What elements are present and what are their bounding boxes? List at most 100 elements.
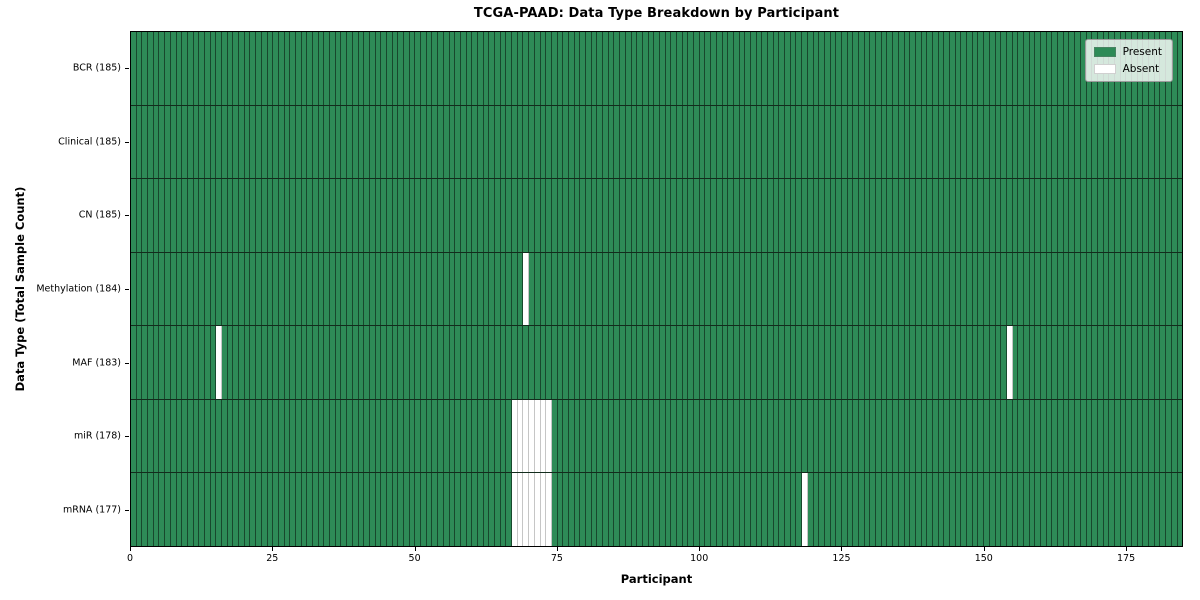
heatmap-cell-present (295, 326, 302, 399)
heatmap-cell-present (1109, 179, 1115, 252)
heatmap-cell-present (324, 473, 331, 547)
heatmap-cell-present (898, 32, 905, 105)
heatmap-cell-present (165, 473, 171, 547)
heatmap-cell-present (273, 105, 279, 179)
heatmap-cell-present (341, 32, 348, 105)
heatmap-cell-present (318, 399, 325, 473)
heatmap-cell-present (1114, 179, 1121, 252)
y-tick-mark (125, 436, 129, 438)
heatmap-cell-present (978, 32, 985, 105)
heatmap-cell-present (586, 252, 592, 326)
heatmap-cell-present (324, 326, 331, 399)
heatmap-cell-present (733, 32, 740, 105)
heatmap-cell-present (313, 179, 319, 252)
heatmap-cell-present (187, 179, 194, 252)
heatmap-cell-present (989, 32, 996, 105)
heatmap-cell-present (438, 179, 444, 252)
heatmap-cell-present (944, 326, 950, 399)
heatmap-cell-present (944, 473, 950, 547)
heatmap-cell-present (438, 326, 444, 399)
heatmap-cell-present (893, 399, 899, 473)
heatmap-cell-present (187, 252, 194, 326)
heatmap-cell-present (637, 179, 643, 252)
heatmap-cell-present (495, 326, 501, 399)
heatmap-cell-present (295, 32, 302, 105)
heatmap-cell-present (222, 32, 228, 105)
heatmap-cell-present (182, 32, 188, 105)
heatmap-cell-present (938, 252, 945, 326)
heatmap-cell-present (426, 473, 433, 547)
heatmap-cell-present (1080, 105, 1087, 179)
heatmap-cell-present (335, 179, 342, 252)
heatmap-cell-present (1086, 179, 1093, 252)
heatmap-cell-present (705, 252, 712, 326)
heatmap-cell-present (1154, 252, 1161, 326)
heatmap-cell-present (330, 473, 336, 547)
heatmap-cell-present (591, 252, 598, 326)
heatmap-cell-present (745, 326, 751, 399)
heatmap-cell-present (398, 326, 404, 399)
heatmap-cell-present (1177, 473, 1183, 547)
heatmap-cell-present (705, 179, 712, 252)
heatmap-cell-present (972, 105, 979, 179)
heatmap-cell-present (1166, 473, 1172, 547)
heatmap-cell-present (637, 399, 643, 473)
heatmap-cell-present (153, 252, 160, 326)
heatmap-cell-present (495, 105, 501, 179)
heatmap-cell-present (790, 326, 797, 399)
heatmap-cell-present (705, 473, 712, 547)
heatmap-cell-present (460, 326, 467, 399)
heatmap-cell-present (563, 105, 569, 179)
heatmap-cell-present (313, 399, 319, 473)
heatmap-cell-present (836, 32, 842, 105)
heatmap-cell-present (733, 326, 740, 399)
heatmap-cell-present (381, 473, 387, 547)
heatmap-cell-present (557, 32, 564, 105)
heatmap-cell-present (824, 252, 831, 326)
heatmap-cell-present (398, 473, 404, 547)
heatmap-cell-present (927, 32, 933, 105)
heatmap-cell-present (426, 252, 433, 326)
heatmap-cell-present (768, 32, 774, 105)
heatmap-cell-present (870, 252, 877, 326)
heatmap-cell-present (273, 32, 279, 105)
heatmap-cell-present (887, 252, 894, 326)
heatmap-cell-absent (512, 399, 518, 473)
heatmap-cell-present (523, 105, 530, 179)
heatmap-cell-present (216, 105, 222, 179)
heatmap-cell-present (733, 105, 740, 179)
heatmap-cell-present (369, 252, 376, 326)
heatmap-cell-present (1177, 179, 1183, 252)
heatmap-cell-present (603, 32, 609, 105)
heatmap-cell-present (955, 326, 962, 399)
heatmap-cell-present (756, 179, 763, 252)
heatmap-cell-present (671, 179, 677, 252)
legend: Present Absent (1084, 39, 1173, 82)
heatmap-cell-present (728, 326, 734, 399)
heatmap-cell-present (847, 179, 854, 252)
heatmap-cell-present (1075, 326, 1081, 399)
heatmap-cell-present (938, 105, 945, 179)
heatmap-cell-present (256, 105, 262, 179)
heatmap-cell-present (688, 252, 695, 326)
heatmap-cell-present (1001, 473, 1007, 547)
heatmap-cell-present (477, 326, 484, 399)
heatmap-cell-present (665, 252, 672, 326)
heatmap-cell-present (506, 399, 513, 473)
heatmap-cell-present (1075, 179, 1081, 252)
heatmap-cell-present (1035, 326, 1041, 399)
heatmap-cell-present (699, 179, 706, 252)
heatmap-cell-present (557, 105, 564, 179)
heatmap-cell-present (386, 179, 393, 252)
heatmap-cell-present (699, 399, 706, 473)
heatmap-cell-absent (534, 473, 541, 547)
heatmap-cell-present (739, 473, 746, 547)
heatmap-cell-present (591, 473, 598, 547)
heatmap-cell-present (182, 473, 188, 547)
heatmap-cell-present (187, 105, 194, 179)
heatmap-cell-present (802, 105, 808, 179)
heatmap-cell-present (728, 179, 734, 252)
heatmap-cell-present (489, 105, 495, 179)
heatmap-cell-present (859, 473, 865, 547)
heatmap-cell-present (637, 105, 643, 179)
